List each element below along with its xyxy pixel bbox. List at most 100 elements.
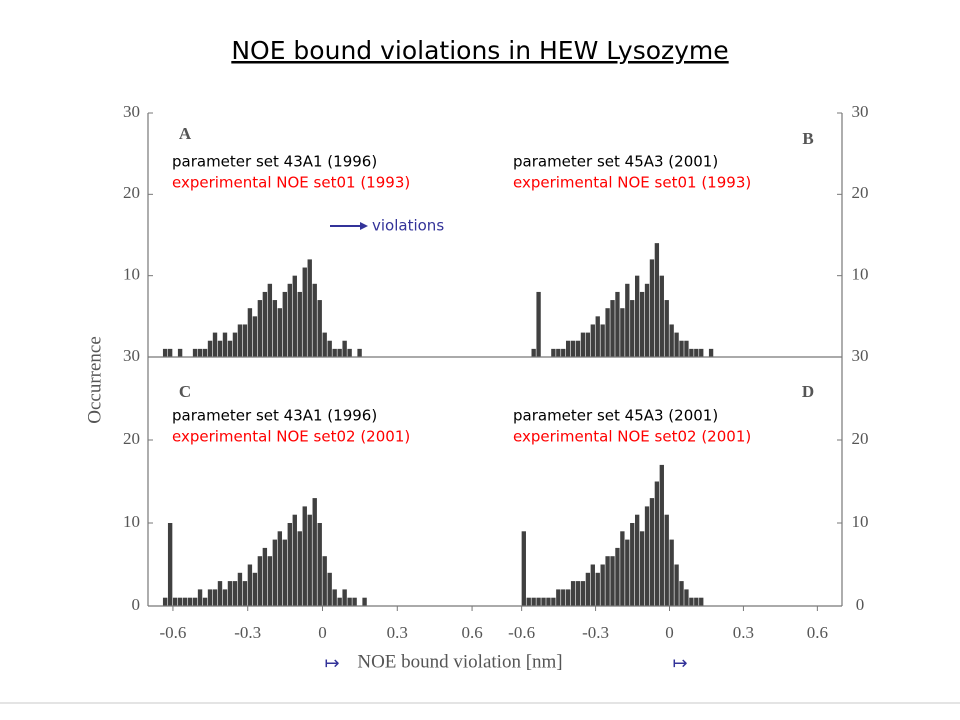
panel-annotation: parameter set 43A1 (1996) [172, 407, 377, 425]
histogram-bar [566, 340, 571, 357]
histogram-bar [551, 597, 556, 606]
histogram-bar [327, 340, 332, 357]
slide-title: NOE bound violations in HEW Lysozyme [231, 36, 728, 65]
histogram-bar [257, 300, 263, 357]
histogram-bar [684, 589, 689, 606]
x-tick-label: 0 [665, 623, 674, 642]
histogram-bar [342, 589, 347, 606]
histogram-bar [307, 514, 312, 606]
histogram-bar [312, 283, 317, 357]
histogram-bar [162, 597, 168, 606]
histogram-bar [669, 539, 674, 606]
histogram-bar [337, 348, 342, 357]
histogram-bar [217, 581, 223, 606]
x-tick-label: -0.6 [508, 623, 535, 642]
histogram-bar [536, 291, 541, 357]
histogram-bar [192, 348, 198, 357]
histogram-bar [536, 597, 541, 606]
y-tick-label: 20 [123, 429, 140, 448]
panel-label: A [179, 124, 192, 143]
y-axis-label: Occurrence [84, 336, 105, 424]
histogram-bar [649, 259, 655, 357]
histogram-bar [267, 283, 273, 357]
histogram-bar [541, 597, 546, 606]
y-tick-label: 30 [123, 346, 140, 365]
arrow-annotation: violations [372, 217, 444, 235]
histogram-bar [162, 348, 168, 357]
histogram-bar [694, 348, 699, 357]
panel-annotation: parameter set 45A3 (2001) [513, 407, 718, 425]
histogram-bar [590, 564, 595, 606]
histogram-bar [585, 332, 591, 357]
y-tick-label: 10 [852, 265, 869, 284]
panel-label: D [802, 382, 814, 401]
histogram-bar [694, 597, 699, 606]
histogram-bar [561, 348, 566, 357]
histogram-bar [635, 514, 640, 606]
y-tick-label: 20 [123, 183, 140, 202]
histogram-bar [307, 259, 312, 357]
histogram-bar [546, 597, 551, 606]
x-axis-label: NOE bound violation [nm] [357, 651, 562, 672]
histogram-bar [620, 531, 625, 606]
histogram-bar [187, 597, 193, 606]
histogram-bar [669, 324, 674, 357]
histogram-bar [679, 581, 684, 606]
histogram-bar [262, 547, 268, 606]
histogram-bar [699, 597, 704, 606]
y-tick-label: 30 [852, 102, 869, 121]
histogram-bar [182, 597, 188, 606]
histogram-bar [322, 332, 327, 357]
histogram-bar [615, 291, 620, 357]
histogram-bar [531, 348, 536, 357]
histogram-bar [610, 556, 615, 606]
histogram-bar [659, 464, 664, 606]
histogram-bar [242, 324, 248, 357]
y-tick-label: 10 [123, 265, 140, 284]
histogram-bar [227, 581, 233, 606]
histogram-bar [317, 523, 322, 606]
histogram-bar [347, 597, 352, 606]
histogram-bar [664, 514, 669, 606]
histogram-bar [212, 332, 218, 357]
y-tick-label: 20 [852, 429, 869, 448]
histogram-bar [639, 291, 645, 357]
panel-annotation: parameter set 45A3 (2001) [513, 153, 718, 171]
histogram-bar [247, 564, 253, 606]
histogram-bar [222, 589, 228, 606]
histogram-bar [699, 348, 704, 357]
histogram-bar [172, 597, 178, 606]
histogram-bar [644, 283, 650, 357]
panel-annotation: experimental NOE set01 (1993) [172, 174, 410, 192]
zero-marker: ↦ [324, 653, 339, 674]
histogram-bar [277, 308, 283, 357]
histogram-bar [257, 556, 263, 606]
histogram-bar [232, 581, 238, 606]
histogram-bar [227, 340, 233, 357]
histogram-bar [302, 267, 307, 357]
histogram-bar [282, 539, 287, 606]
histogram-bar [610, 300, 615, 357]
histogram-bar [287, 523, 292, 606]
histogram-bar [644, 506, 650, 606]
histogram-bar [580, 581, 586, 606]
histogram-bar [197, 348, 203, 357]
histogram-bar [580, 332, 586, 357]
histogram-bar [277, 531, 283, 606]
histogram-bar [708, 348, 714, 357]
histogram-bar [521, 531, 526, 606]
y-tick-label: 30 [852, 346, 869, 365]
histogram-bar [317, 300, 322, 357]
histogram-bar [282, 291, 287, 357]
histogram-bar [531, 597, 536, 606]
histogram-bar [689, 348, 694, 357]
histogram-bar [287, 283, 292, 357]
y-tick-label: 0 [856, 595, 865, 614]
histogram-bar [232, 332, 238, 357]
zero-marker: ↦ [672, 653, 687, 674]
histogram-bar [566, 589, 571, 606]
histogram-bar [585, 572, 591, 606]
histogram-bar [267, 556, 273, 606]
histogram-bar [684, 340, 689, 357]
histogram-bar [202, 348, 208, 357]
